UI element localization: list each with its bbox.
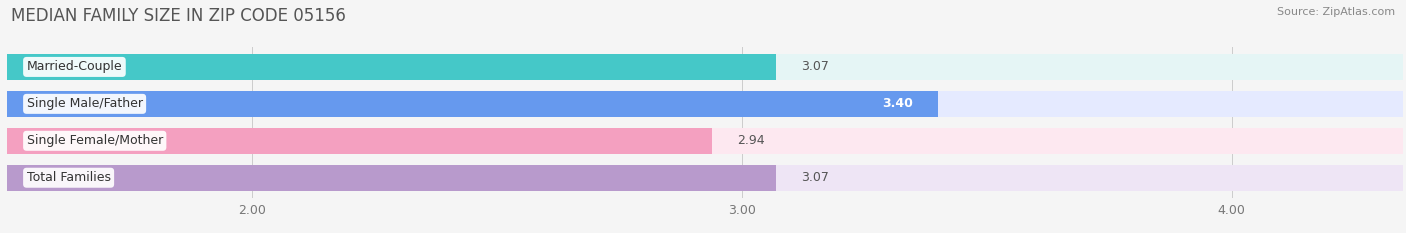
Bar (0, 91, 938, 117)
Bar (0, 165, 1403, 191)
Bar (0, 91, 1403, 117)
Bar (0, 54, 776, 80)
Bar (0, 128, 713, 154)
Bar (0, 54, 1403, 80)
Text: 2.94: 2.94 (737, 134, 765, 147)
Text: Single Male/Father: Single Male/Father (27, 97, 142, 110)
Text: 3.07: 3.07 (800, 60, 828, 73)
Text: Total Families: Total Families (27, 171, 111, 184)
Text: Single Female/Mother: Single Female/Mother (27, 134, 163, 147)
Text: 3.40: 3.40 (883, 97, 914, 110)
Text: MEDIAN FAMILY SIZE IN ZIP CODE 05156: MEDIAN FAMILY SIZE IN ZIP CODE 05156 (11, 7, 346, 25)
Bar (0, 165, 776, 191)
Text: 3.07: 3.07 (800, 171, 828, 184)
Text: Source: ZipAtlas.com: Source: ZipAtlas.com (1277, 7, 1395, 17)
Bar (0, 128, 1403, 154)
Text: Married-Couple: Married-Couple (27, 60, 122, 73)
